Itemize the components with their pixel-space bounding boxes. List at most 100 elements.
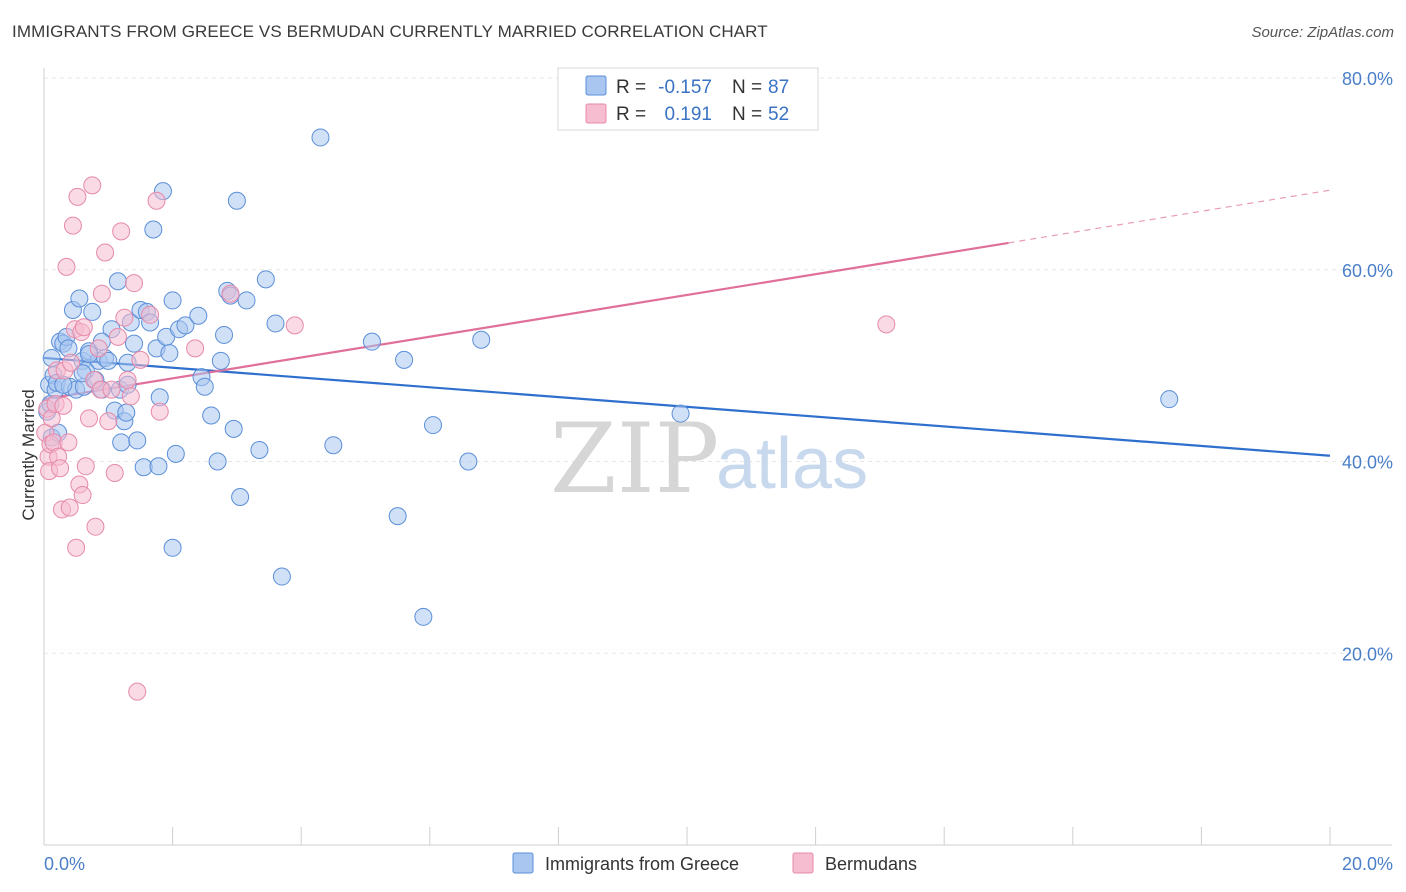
- data-point-blue: [163, 291, 182, 310]
- data-point-blue: [266, 314, 285, 333]
- data-point-blue: [149, 457, 168, 476]
- data-point-pink: [186, 339, 205, 358]
- grid-lines: [44, 77, 1392, 654]
- data-point-blue: [202, 406, 221, 425]
- legend-n-label-2: N =: [732, 104, 762, 125]
- data-point-pink: [96, 243, 115, 262]
- y-tick-label: 20.0%: [1342, 644, 1393, 664]
- data-point-pink: [128, 682, 147, 701]
- data-point-blue: [424, 416, 443, 435]
- data-point-blue: [166, 444, 185, 463]
- data-point-pink: [102, 380, 121, 399]
- y-tick-labels: 20.0% 40.0% 60.0% 80.0%: [1342, 69, 1393, 664]
- data-point-pink: [112, 222, 131, 241]
- data-point-pink: [74, 318, 93, 337]
- data-point-blue: [112, 433, 131, 452]
- data-point-blue: [176, 316, 195, 335]
- data-point-pink: [141, 305, 160, 324]
- data-point-pink: [150, 402, 169, 421]
- data-point-blue: [414, 607, 433, 626]
- data-point-pink: [877, 315, 896, 334]
- legend-n-label-1: N =: [732, 77, 762, 98]
- data-point-pink: [73, 486, 92, 505]
- data-point-blue: [272, 567, 291, 586]
- legend-n-value-1: 87: [768, 77, 789, 98]
- data-point-pink: [57, 257, 76, 276]
- watermark-zip: ZIP: [550, 403, 719, 515]
- data-point-blue: [160, 344, 179, 363]
- y-tick-label: 80.0%: [1342, 69, 1393, 89]
- data-point-blue: [324, 436, 343, 455]
- data-point-pink: [54, 396, 73, 415]
- x-tick-label: 0.0%: [44, 854, 85, 874]
- series-immigrants-from-greece: [38, 128, 1179, 626]
- data-point-pink: [131, 350, 150, 369]
- data-point-blue: [144, 220, 163, 239]
- data-point-blue: [99, 351, 118, 370]
- data-point-pink: [92, 284, 111, 303]
- legend-swatch-blue: [585, 75, 607, 96]
- legend-r-value-2: 0.191: [664, 104, 712, 125]
- trend-line-blue: [43, 356, 1331, 457]
- data-point-blue: [311, 128, 330, 147]
- data-point-pink: [62, 353, 81, 372]
- data-point-pink: [86, 517, 105, 536]
- data-point-blue: [362, 332, 381, 351]
- data-point-blue: [83, 302, 102, 321]
- correlation-legend: R = -0.157 N = 87 R = 0.191 N = 52: [557, 67, 819, 131]
- x-tick-labels: 0.0% 20.0%: [44, 854, 1393, 874]
- data-point-pink: [80, 409, 99, 428]
- data-point-pink: [121, 387, 140, 406]
- data-point-pink: [83, 176, 102, 195]
- data-point-blue: [1160, 390, 1179, 409]
- data-point-pink: [118, 371, 137, 390]
- data-point-blue: [70, 289, 89, 308]
- data-point-pink: [285, 316, 304, 335]
- bottom-legend-label-1: Immigrants from Greece: [545, 854, 739, 874]
- chart-title: IMMIGRANTS FROM GREECE VS BERMUDAN CURRE…: [12, 22, 768, 41]
- x-tick-label: 20.0%: [1342, 854, 1393, 874]
- data-point-blue: [117, 403, 136, 422]
- data-point-pink: [125, 274, 144, 293]
- y-tick-label: 40.0%: [1342, 453, 1393, 473]
- data-point-pink: [59, 433, 78, 452]
- watermark: ZIP atlas: [550, 403, 868, 515]
- data-point-blue: [227, 191, 246, 210]
- legend-r-label-1: R =: [616, 77, 646, 98]
- watermark-atlas: atlas: [716, 424, 868, 504]
- data-point-pink: [89, 339, 108, 358]
- data-point-blue: [108, 272, 127, 291]
- data-point-blue: [459, 452, 478, 471]
- data-point-blue: [189, 306, 208, 325]
- y-axis-label: Currently Married: [19, 389, 38, 520]
- data-point-blue: [250, 440, 269, 459]
- data-point-blue: [388, 507, 407, 526]
- data-point-pink: [115, 308, 134, 327]
- data-point-pink: [147, 191, 166, 210]
- y-tick-label: 60.0%: [1342, 261, 1393, 281]
- data-point-blue: [237, 291, 256, 310]
- bottom-legend-label-2: Bermudans: [825, 854, 917, 874]
- data-point-pink: [67, 538, 86, 557]
- data-point-blue: [195, 377, 214, 396]
- bottom-legend-swatch-blue: [512, 852, 534, 874]
- series-legend: Immigrants from Greece Bermudans: [512, 852, 917, 874]
- bottom-legend-swatch-pink: [792, 852, 814, 874]
- data-point-blue: [208, 452, 227, 471]
- legend-r-value-1: -0.157: [658, 77, 712, 98]
- data-point-pink: [99, 412, 118, 431]
- data-point-pink: [68, 187, 87, 206]
- data-point-pink: [108, 327, 127, 346]
- series-bermudans: [36, 176, 896, 701]
- data-point-blue: [128, 431, 147, 450]
- data-point-blue: [211, 351, 230, 370]
- data-point-blue: [163, 538, 182, 557]
- data-point-blue: [395, 350, 414, 369]
- legend-swatch-pink: [585, 103, 607, 124]
- data-point-pink: [63, 216, 82, 235]
- data-point-pink: [105, 464, 124, 483]
- chart-source: Source: ZipAtlas.com: [1251, 24, 1394, 41]
- data-point-pink: [76, 457, 95, 476]
- legend-r-label-2: R =: [616, 104, 646, 125]
